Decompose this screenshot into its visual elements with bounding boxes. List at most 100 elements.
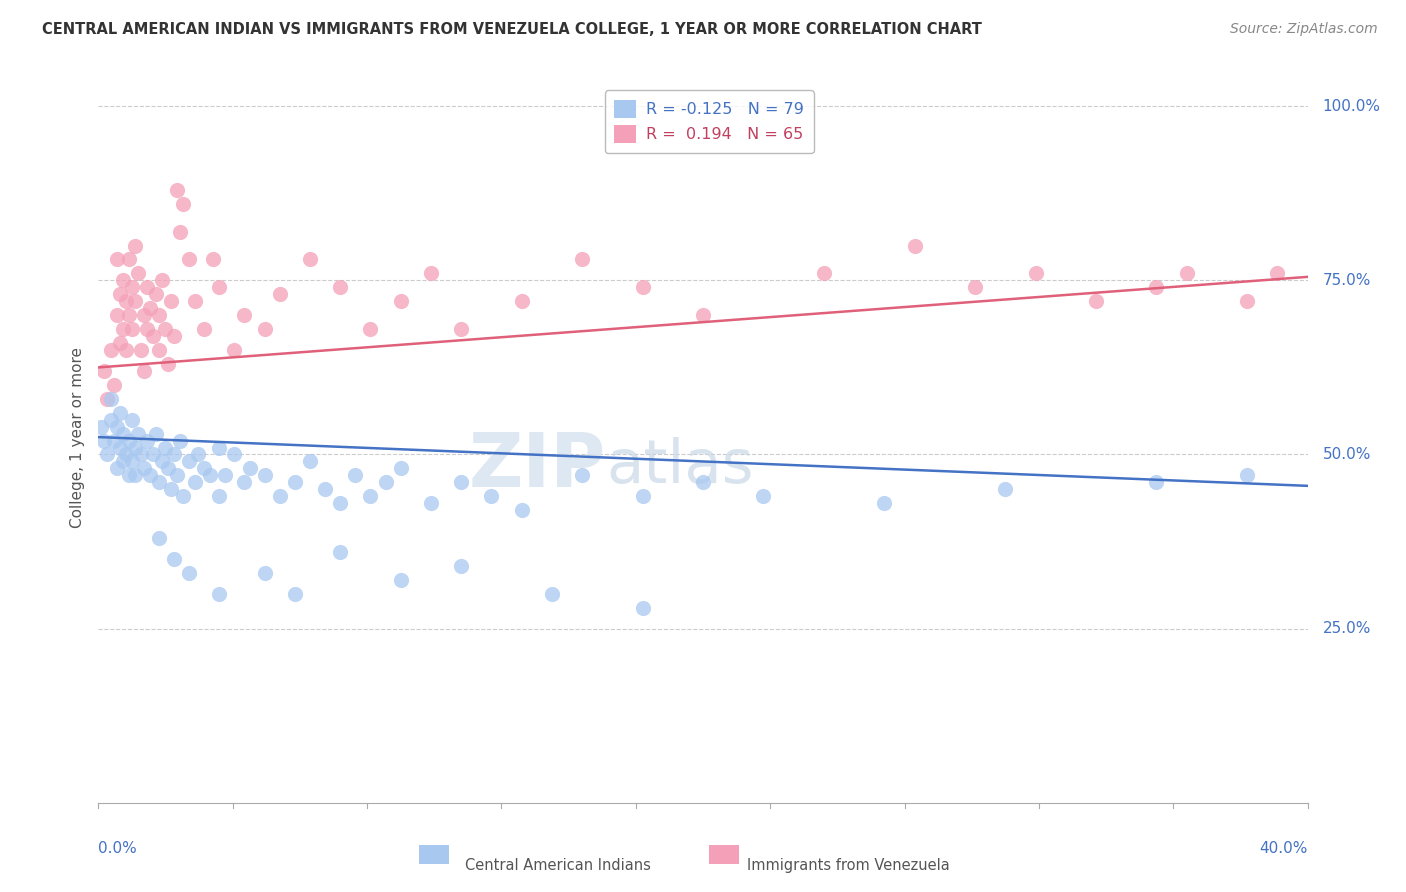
Point: [813, 266, 835, 280]
Point: [111, 426, 134, 441]
Point: [269, 287, 291, 301]
Point: [163, 552, 186, 566]
Point: [105, 461, 128, 475]
Point: [239, 461, 262, 475]
Point: [169, 434, 191, 448]
Point: [208, 280, 231, 294]
Text: 100.0%: 100.0%: [1323, 99, 1381, 113]
Point: [299, 252, 322, 267]
Point: [208, 489, 231, 503]
Point: [450, 322, 472, 336]
Point: [127, 426, 149, 441]
Point: [232, 475, 254, 490]
Point: [156, 461, 179, 475]
Point: [160, 294, 183, 309]
Point: [1144, 280, 1167, 294]
Point: [118, 468, 141, 483]
Point: [904, 238, 927, 252]
Text: 25.0%: 25.0%: [1323, 621, 1371, 636]
Point: [873, 496, 896, 510]
Point: [139, 468, 162, 483]
Point: [111, 322, 134, 336]
Point: [127, 266, 149, 280]
Point: [184, 475, 207, 490]
Point: [118, 434, 141, 448]
Point: [1085, 294, 1108, 309]
Legend: R = -0.125   N = 79, R =  0.194   N = 65: R = -0.125 N = 79, R = 0.194 N = 65: [605, 90, 814, 153]
Point: [187, 448, 209, 462]
Point: [114, 448, 136, 462]
Text: 50.0%: 50.0%: [1323, 447, 1371, 462]
Point: [124, 468, 146, 483]
Point: [90, 419, 112, 434]
Point: [124, 441, 146, 455]
Point: [163, 329, 186, 343]
Point: [156, 357, 179, 371]
Text: 0.0%: 0.0%: [98, 841, 138, 856]
Point: [96, 392, 118, 406]
Point: [284, 587, 307, 601]
Point: [571, 252, 593, 267]
Point: [179, 566, 201, 580]
Point: [253, 566, 276, 580]
Point: [139, 301, 162, 316]
Point: [169, 225, 191, 239]
Point: [1144, 475, 1167, 490]
Point: [329, 280, 352, 294]
Point: [481, 489, 503, 503]
Point: [692, 308, 714, 322]
Point: [253, 468, 276, 483]
Point: [208, 441, 231, 455]
Point: [148, 308, 170, 322]
FancyBboxPatch shape: [709, 846, 740, 863]
Point: [631, 280, 654, 294]
Text: CENTRAL AMERICAN INDIAN VS IMMIGRANTS FROM VENEZUELA COLLEGE, 1 YEAR OR MORE COR: CENTRAL AMERICAN INDIAN VS IMMIGRANTS FR…: [42, 22, 981, 37]
Point: [360, 489, 382, 503]
Point: [1024, 266, 1046, 280]
Point: [314, 483, 336, 497]
Point: [129, 343, 152, 357]
Point: [172, 196, 194, 211]
Point: [96, 448, 118, 462]
Point: [631, 489, 654, 503]
Point: [160, 483, 183, 497]
Point: [132, 461, 155, 475]
Point: [132, 308, 155, 322]
Point: [148, 475, 170, 490]
Text: Immigrants from Venezuela: Immigrants from Venezuela: [747, 858, 949, 872]
Point: [510, 294, 533, 309]
Point: [148, 343, 170, 357]
Text: ZIP: ZIP: [470, 430, 606, 503]
Point: [145, 426, 167, 441]
Point: [145, 287, 167, 301]
Point: [1267, 266, 1289, 280]
Point: [232, 308, 254, 322]
Point: [269, 489, 291, 503]
Point: [93, 434, 115, 448]
Point: [103, 377, 125, 392]
Point: [166, 183, 188, 197]
Point: [142, 329, 165, 343]
Y-axis label: College, 1 year or more: College, 1 year or more: [69, 347, 84, 527]
Point: [135, 280, 157, 294]
Point: [360, 322, 382, 336]
Point: [224, 343, 246, 357]
Point: [214, 468, 236, 483]
Point: [450, 475, 472, 490]
Point: [111, 454, 134, 468]
Point: [93, 364, 115, 378]
Point: [166, 468, 188, 483]
Text: Source: ZipAtlas.com: Source: ZipAtlas.com: [1230, 22, 1378, 37]
Point: [344, 468, 367, 483]
Point: [224, 448, 246, 462]
Point: [571, 468, 593, 483]
Point: [202, 252, 225, 267]
Point: [179, 252, 201, 267]
Point: [118, 308, 141, 322]
Point: [111, 273, 134, 287]
Point: [965, 280, 987, 294]
Point: [163, 448, 186, 462]
Point: [184, 294, 207, 309]
Text: atlas: atlas: [606, 437, 754, 496]
Point: [142, 448, 165, 462]
